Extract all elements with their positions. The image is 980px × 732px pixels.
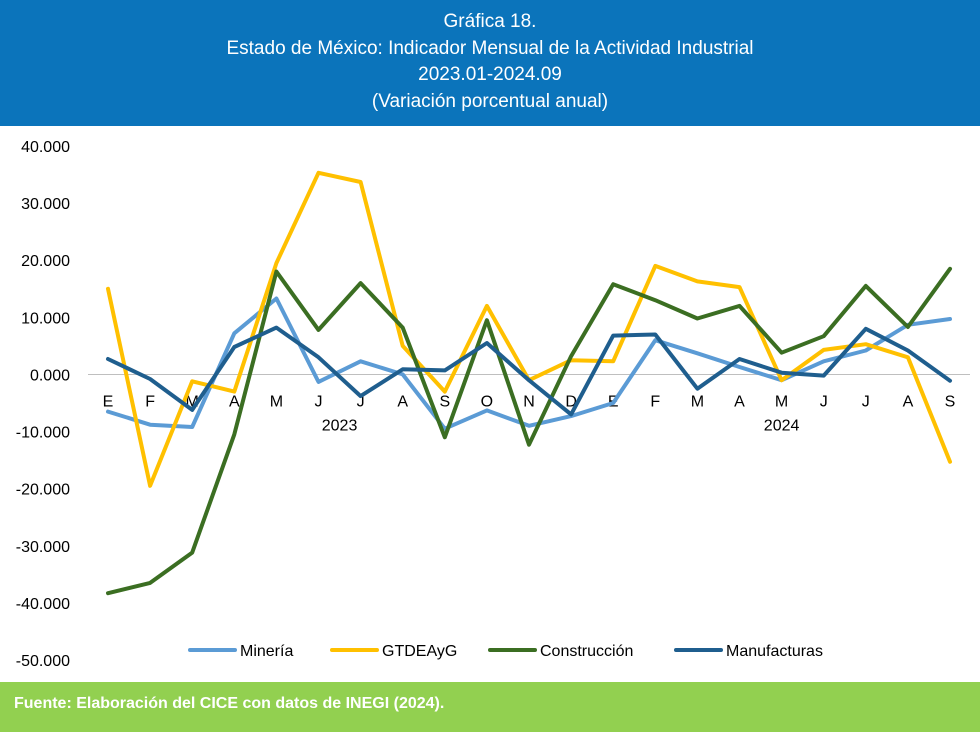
x-tick-label: M xyxy=(270,393,283,410)
y-tick-label: 10.000 xyxy=(21,310,70,327)
x-tick-label: J xyxy=(315,393,323,410)
x-tick-label: F xyxy=(650,393,660,410)
y-tick-label: -30.000 xyxy=(16,539,70,556)
line-chart: 40.000 30.000 20.000 10.000 0.000 -10.000 -20.… xyxy=(16,139,970,670)
legend: Minería GTDEAyG Construcción Manufacturas xyxy=(188,643,823,660)
chart-period: 2023.01-2024.09 xyxy=(418,64,562,85)
x-tick-label: M xyxy=(691,393,704,410)
series-line-mineria xyxy=(106,296,952,431)
y-tick-label: -10.000 xyxy=(16,425,70,442)
year-label: 2024 xyxy=(764,417,800,434)
x-tick-label: O xyxy=(481,393,493,410)
x-tick-label: A xyxy=(397,393,408,410)
legend-label: Construcción xyxy=(540,643,633,660)
year-label: 2023 xyxy=(322,417,358,434)
legend-label: Minería xyxy=(240,643,293,660)
source-note: Fuente: Elaboración del CICE con datos d… xyxy=(14,695,445,712)
y-tick-label: 0.000 xyxy=(30,367,70,384)
x-tick-label: E xyxy=(103,393,114,410)
y-tick-label: 20.000 xyxy=(21,253,70,270)
y-tick-label: -20.000 xyxy=(16,482,70,499)
x-tick-label: A xyxy=(734,393,745,410)
y-tick-label: -50.000 xyxy=(16,653,70,670)
y-tick-label: -40.000 xyxy=(16,596,70,613)
legend-label: Manufacturas xyxy=(726,643,823,660)
x-tick-label: M xyxy=(775,393,788,410)
chart-unit: (Variación porcentual anual) xyxy=(371,90,609,112)
source-footer: Fuente: Elaboración del CICE con datos d… xyxy=(0,682,980,732)
y-axis: 40.000 30.000 20.000 10.000 0.000 -10.000 -20.… xyxy=(16,139,70,670)
x-tick-label: S xyxy=(945,393,956,410)
x-tick-label: S xyxy=(439,393,450,410)
x-tick-label: A xyxy=(903,393,914,410)
series-lines xyxy=(106,170,952,596)
x-tick-label: D xyxy=(565,393,577,410)
x-tick-label: F xyxy=(145,393,155,410)
chart-title: Gráfica 18. xyxy=(443,11,537,32)
series-line-manufacturas xyxy=(106,325,952,417)
chart-subtitle: Estado de México: Indicador Mensual de l… xyxy=(226,37,754,59)
x-tick-label: J xyxy=(820,393,828,410)
x-tick-label: J xyxy=(862,393,870,410)
x-tick-label: N xyxy=(523,393,535,410)
chart-header: Gráfica 18. Estado de México: Indicador … xyxy=(0,0,980,126)
x-tick-label: J xyxy=(357,393,365,410)
series-line-construccion xyxy=(106,266,952,596)
x-tick-label: A xyxy=(229,393,240,410)
legend-label: GTDEAyG xyxy=(382,643,457,660)
y-tick-label: 30.000 xyxy=(21,196,70,213)
y-tick-label: 40.000 xyxy=(21,139,70,156)
